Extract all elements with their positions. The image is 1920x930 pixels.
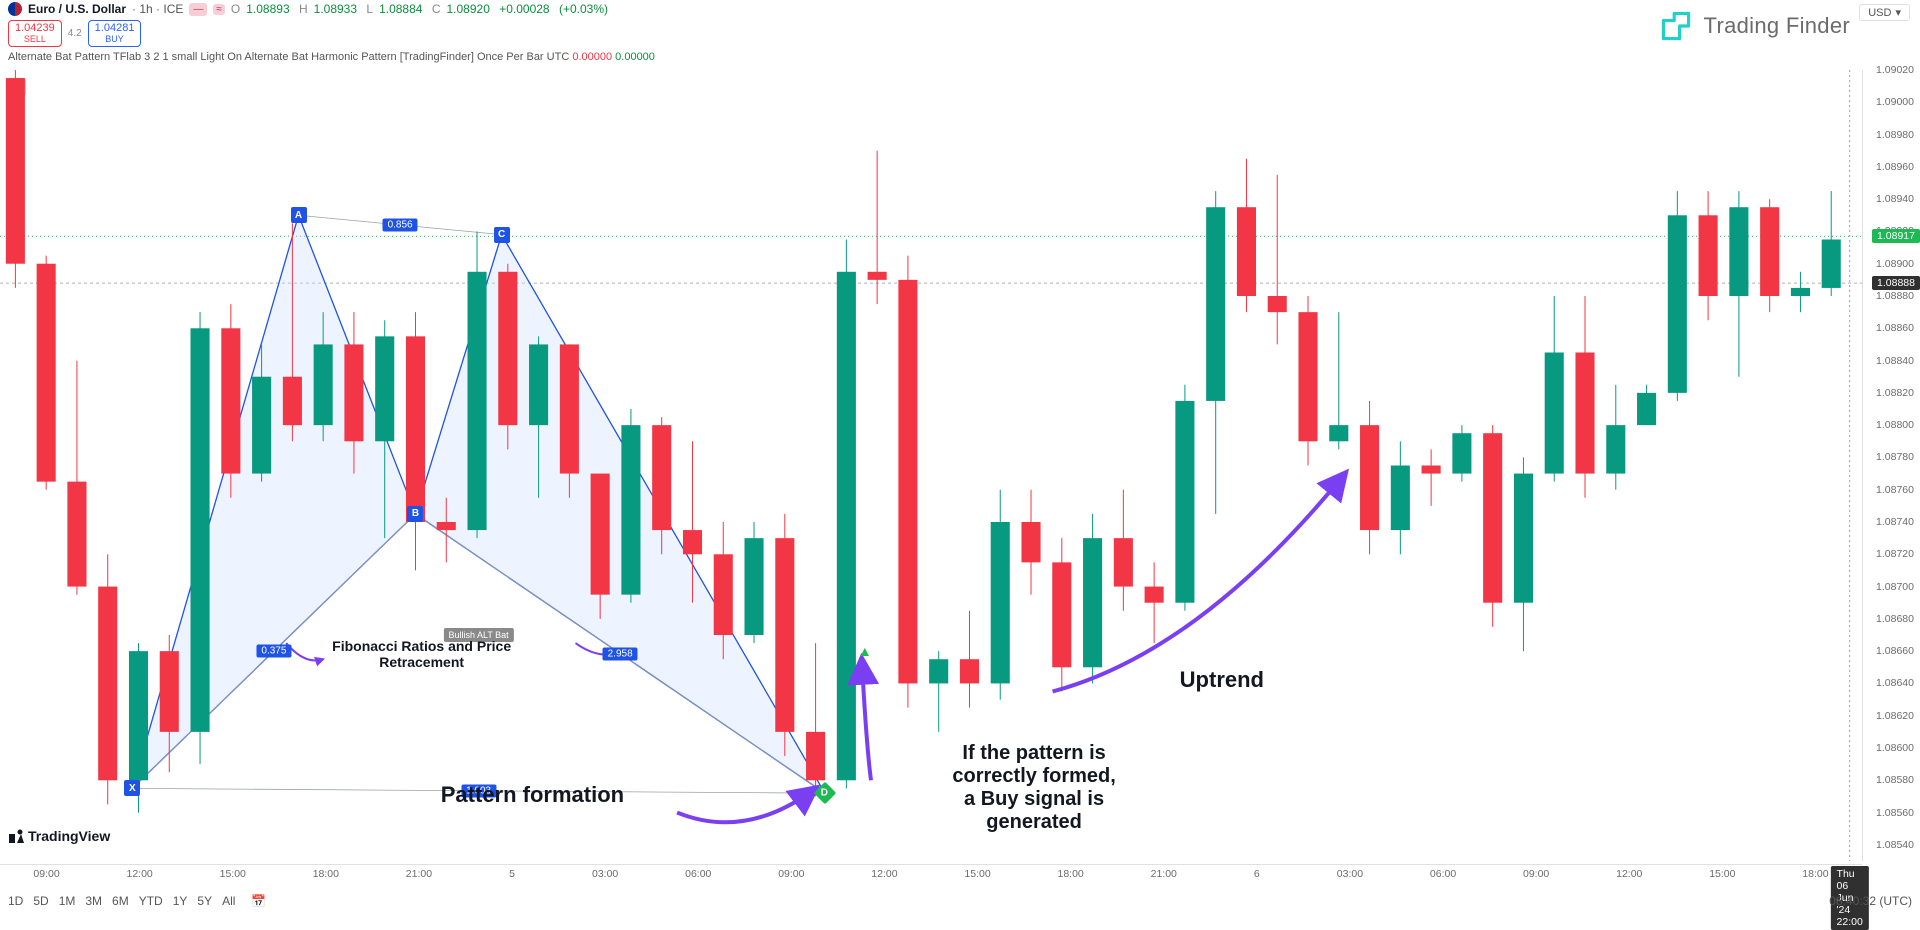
time-tick: 15:00 — [220, 868, 246, 880]
time-tick: 18:00 — [1058, 868, 1084, 880]
time-tick: 18:00 — [1802, 868, 1828, 880]
time-tick: 6 — [1254, 868, 1260, 880]
time-tick: 21:00 — [1151, 868, 1177, 880]
time-tick: 12:00 — [871, 868, 897, 880]
price-tick: 1.08680 — [1876, 613, 1914, 625]
price-tick: 1.08820 — [1876, 387, 1914, 399]
time-axis[interactable]: ⊕ 09:0012:0015:0018:0021:00503:0006:0009… — [0, 864, 1862, 886]
price-tick: 1.08840 — [1876, 355, 1914, 367]
annotation-fib: Fibonacci Ratios and PriceRetracement — [332, 638, 511, 670]
time-tick: 03:00 — [1337, 868, 1363, 880]
price-tick: 1.08560 — [1876, 807, 1914, 819]
chevron-down-icon: ▾ — [1895, 6, 1901, 19]
ratio-xb: 0.375 — [256, 645, 291, 658]
price-tick: 1.09020 — [1876, 64, 1914, 76]
price-tick: 1.08700 — [1876, 581, 1914, 593]
price-tick: 1.08720 — [1876, 548, 1914, 560]
time-tick: 09:00 — [1523, 868, 1549, 880]
sell-button[interactable]: 1.04239SELL — [8, 20, 62, 47]
price-tick: 1.08940 — [1876, 193, 1914, 205]
price-tick: 1.08740 — [1876, 516, 1914, 528]
timeframe-1d[interactable]: 1D — [8, 894, 23, 908]
clock: 08:40:32 (UTC) — [1829, 894, 1912, 908]
ratio-ac: 0.856 — [383, 218, 418, 231]
brand-logo: Trading Finder — [1658, 8, 1850, 44]
price-tick: 1.08900 — [1876, 258, 1914, 270]
time-tick: 18:00 — [313, 868, 339, 880]
price-tick: 1.08960 — [1876, 161, 1914, 173]
pattern-point-X: X — [124, 780, 140, 796]
time-tick: 06:00 — [685, 868, 711, 880]
price-marker: 1.08888 — [1872, 276, 1920, 290]
symbol-icon — [8, 2, 22, 16]
time-tick: 06:00 — [1430, 868, 1456, 880]
timeframe-ytd[interactable]: YTD — [139, 894, 163, 908]
timeframe-3m[interactable]: 3M — [85, 894, 102, 908]
price-tick: 1.08600 — [1876, 742, 1914, 754]
price-tick: 1.08580 — [1876, 774, 1914, 786]
timeframe-all[interactable]: All — [222, 894, 235, 908]
price-tick: 1.08780 — [1876, 451, 1914, 463]
timeframe-1y[interactable]: 1Y — [173, 894, 188, 908]
ohlc-readout: O1.08893 H1.08933 L1.08884 C1.08920 +0.0… — [231, 2, 614, 16]
pattern-point-B: B — [407, 506, 423, 522]
buy-button[interactable]: 1.04281BUY — [88, 20, 142, 47]
timeframe-5y[interactable]: 5Y — [197, 894, 212, 908]
timeframe-row: 1D 5D 1M 3M 6M YTD 1Y 5Y All 📅 08:40:32 (UTC) — [8, 890, 1912, 912]
price-axis[interactable]: 1.08540 1.08560 1.08580 1.08600 1.08620 1.086… — [1862, 70, 1920, 861]
time-tick: 09:00 — [33, 868, 59, 880]
chart-area[interactable]: XABCD0.3750.8562.9581.003Bullish ALT Bat… — [0, 70, 1862, 861]
approx-badge: ≈ — [213, 4, 225, 15]
indicator-line: Alternate Bat Pattern TFlab 3 2 1 small … — [0, 49, 1920, 65]
time-tick: 09:00 — [778, 868, 804, 880]
ratio-bd: 2.958 — [603, 647, 638, 660]
timeframe-5d[interactable]: 5D — [33, 894, 48, 908]
calendar-icon[interactable]: 📅 — [251, 894, 266, 908]
price-tick: 1.08620 — [1876, 710, 1914, 722]
price-tick: 1.08760 — [1876, 484, 1914, 496]
pattern-point-A: A — [291, 207, 307, 223]
timeframe-1m[interactable]: 1M — [59, 894, 76, 908]
time-tick: 21:00 — [406, 868, 432, 880]
price-tick: 1.08800 — [1876, 419, 1914, 431]
annotation-signal: If the pattern iscorrectly formed,a Buy … — [952, 742, 1115, 834]
spread: 4.2 — [68, 28, 82, 39]
timeframe-6m[interactable]: 6M — [112, 894, 129, 908]
time-tick: 15:00 — [964, 868, 990, 880]
pattern-point-C: C — [494, 227, 510, 243]
annotation-pf: Pattern formation — [441, 782, 624, 808]
tradingview-logo: TradingView — [8, 828, 110, 844]
currency-select[interactable]: USD▾ — [1859, 4, 1910, 21]
price-tick: 1.09000 — [1876, 96, 1914, 108]
time-tick: 12:00 — [127, 868, 153, 880]
time-tick: 5 — [509, 868, 515, 880]
timeframe-label: · 1h · ICE — [132, 2, 183, 16]
time-tick: 15:00 — [1709, 868, 1735, 880]
price-tick: 1.08540 — [1876, 839, 1914, 851]
symbol-name[interactable]: Euro / U.S. Dollar — [28, 2, 126, 16]
time-tick: 12:00 — [1616, 868, 1642, 880]
annotation-uptrend: Uptrend — [1180, 667, 1264, 693]
price-tick: 1.08980 — [1876, 129, 1914, 141]
indicator-badge: — — [189, 3, 207, 16]
price-tick: 1.08640 — [1876, 677, 1914, 689]
price-marker: 1.08917 — [1872, 229, 1920, 243]
price-tick: 1.08660 — [1876, 645, 1914, 657]
price-tick: 1.08880 — [1876, 290, 1914, 302]
buy-signal-icon: ▲ — [858, 643, 872, 659]
time-tick: 03:00 — [592, 868, 618, 880]
price-tick: 1.08860 — [1876, 322, 1914, 334]
